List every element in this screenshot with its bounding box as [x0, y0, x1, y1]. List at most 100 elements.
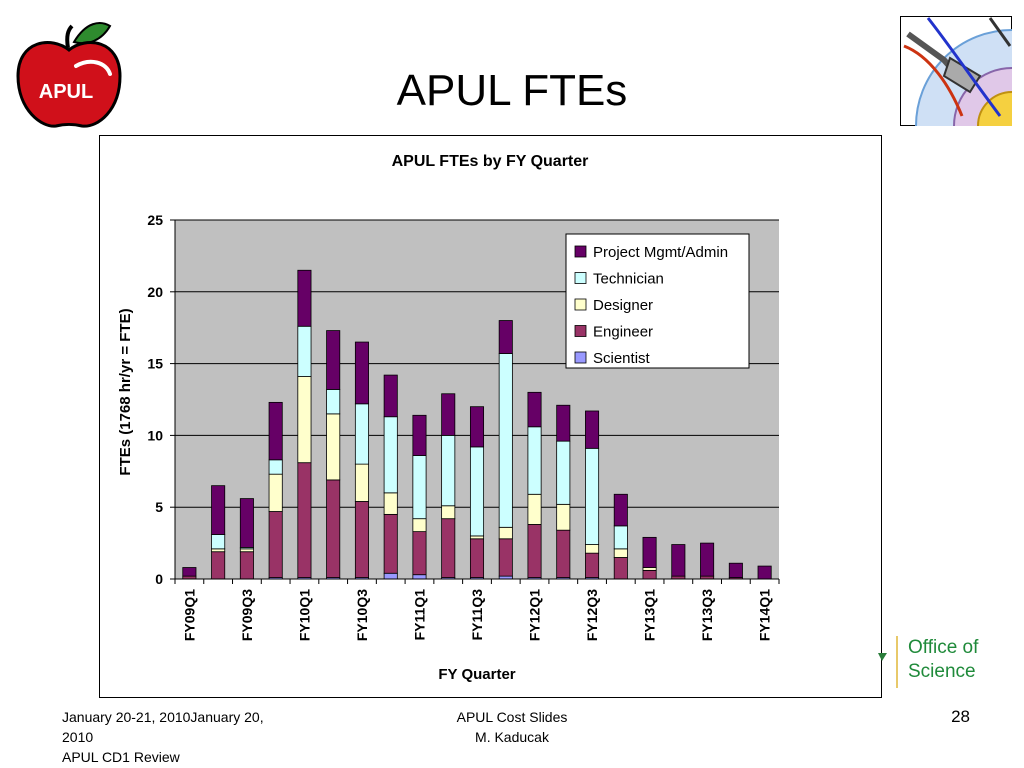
chart-title: APUL FTEs by FY Quarter	[392, 153, 589, 170]
office-arrow-icon	[878, 653, 887, 661]
bar-segment-designer	[412, 518, 427, 533]
bar-segment-project-mgmt-admin	[239, 498, 254, 548]
legend-swatch	[574, 272, 587, 284]
bar-segment-project-mgmt-admin	[412, 414, 427, 456]
bar-segment-project-mgmt-admin	[326, 330, 341, 390]
y-tick-label: 5	[155, 499, 163, 515]
bar-segment-project-mgmt-admin	[700, 542, 715, 577]
bar-segment-designer	[613, 548, 628, 558]
bar-segment-project-mgmt-admin	[211, 485, 226, 535]
bar-segment-technician	[441, 434, 456, 507]
legend-label: Project Mgmt/Admin	[593, 244, 728, 261]
bar-segment-project-mgmt-admin	[642, 536, 657, 568]
bar-segment-engineer	[642, 569, 657, 580]
bar-segment-engineer	[326, 479, 341, 578]
bar-segment-technician	[412, 455, 427, 520]
bar-segment-designer	[383, 492, 398, 515]
leaf-icon	[72, 22, 112, 45]
slide-title: APUL FTEs	[396, 66, 628, 115]
bar-segment-project-mgmt-admin	[585, 410, 600, 449]
bar-segment-engineer	[556, 529, 571, 578]
x-tick-label: FY14Q1	[757, 589, 773, 641]
stem-icon	[65, 24, 74, 49]
bar-segment-engineer	[585, 552, 600, 578]
bar-segment-engineer	[613, 557, 628, 580]
bar-segment-project-mgmt-admin	[671, 544, 686, 577]
footer-center: APUL Cost Slides M. Kaducak	[412, 707, 612, 747]
y-tick-label: 20	[147, 284, 163, 300]
bar-segment-project-mgmt-admin	[757, 565, 772, 580]
x-tick-label: FY10Q3	[354, 589, 370, 641]
bar-segment-technician	[556, 440, 571, 505]
legend-label: Scientist	[593, 350, 651, 367]
bar-segment-engineer	[527, 524, 542, 578]
bar-segment-technician	[383, 416, 398, 494]
x-tick-label: FY11Q1	[411, 589, 427, 641]
bar-segment-project-mgmt-admin	[728, 562, 743, 578]
footer-center-line-1: APUL Cost Slides	[456, 709, 568, 725]
x-tick-label: FY10Q1	[296, 589, 312, 641]
bar-segment-designer	[527, 493, 542, 525]
legend-label: Engineer	[593, 324, 653, 341]
x-tick-label: FY12Q3	[584, 589, 600, 641]
x-tick-label: FY11Q3	[469, 589, 485, 641]
legend-label: Technician	[593, 271, 664, 288]
detector-diagram-logo	[900, 16, 1012, 126]
office-line-2: Science	[908, 661, 976, 682]
x-tick-label: FY09Q1	[181, 589, 197, 641]
bar-segment-project-mgmt-admin	[354, 341, 369, 405]
footer-left-line-1: January 20-21, 2010January 20,	[62, 709, 264, 725]
apul-apple-logo: APUL	[16, 22, 122, 128]
bar-segment-engineer	[297, 462, 312, 578]
legend-swatch	[574, 325, 587, 337]
bar-segment-designer	[354, 463, 369, 502]
y-tick-label: 0	[155, 571, 163, 587]
bar-segment-technician	[326, 389, 341, 415]
bar-segment-technician	[498, 353, 513, 528]
bar-segment-designer	[211, 548, 226, 553]
x-tick-label: FY09Q3	[239, 589, 255, 641]
x-axis-label: FY Quarter	[438, 666, 515, 683]
bar-segment-designer	[268, 473, 283, 512]
footer-date: January 20-21, 2010January 20, 2010 APUL…	[62, 707, 332, 767]
bar-segment-engineer	[383, 513, 398, 574]
bar-segment-engineer	[441, 518, 456, 578]
bar-segment-engineer	[268, 511, 283, 578]
bar-segment-project-mgmt-admin	[527, 391, 542, 428]
footer-center-line-2: M. Kaducak	[475, 729, 549, 745]
legend-swatch	[574, 245, 587, 258]
bar-segment-technician	[354, 403, 369, 465]
bar-segment-designer	[556, 503, 571, 531]
bar-segment-technician	[297, 325, 312, 377]
legend-label: Designer	[593, 297, 653, 314]
bar-segment-engineer	[498, 538, 513, 577]
bar-segment-technician	[613, 525, 628, 550]
bar-segment-engineer	[239, 551, 254, 580]
bar-segment-designer	[297, 376, 312, 464]
bar-segment-technician	[469, 446, 485, 537]
bar-segment-designer	[326, 413, 341, 481]
y-tick-label: 15	[147, 356, 163, 372]
legend-swatch	[574, 351, 587, 364]
y-axis-label: FTEs (1768 hr/yr = FTE)	[117, 308, 134, 475]
bar-segment-project-mgmt-admin	[498, 320, 513, 354]
x-tick-label: FY12Q1	[527, 589, 543, 641]
bar-segment-engineer	[469, 538, 485, 578]
bar-segment-designer	[239, 548, 254, 553]
bar-segment-designer	[441, 505, 456, 520]
bar-segment-project-mgmt-admin	[441, 393, 456, 436]
legend-swatch	[574, 298, 587, 311]
bar-segment-designer	[585, 544, 600, 554]
bar-segment-project-mgmt-admin	[268, 401, 283, 461]
bar-segment-project-mgmt-admin	[297, 269, 312, 327]
bar-segment-engineer	[211, 551, 226, 580]
bar-segment-scientist	[383, 572, 398, 580]
bar-segment-project-mgmt-admin	[182, 567, 197, 577]
office-line-1: Office of	[908, 637, 979, 658]
page-number: 28	[951, 707, 970, 726]
bar-segment-scientist	[412, 574, 427, 580]
y-tick-label: 25	[147, 212, 163, 228]
bar-segment-designer	[469, 535, 485, 540]
bar-segment-engineer	[412, 531, 427, 576]
chart-frame: APUL FTEs by FY Quarter 0 5 10 15 20 25 FY09Q…	[99, 135, 882, 698]
